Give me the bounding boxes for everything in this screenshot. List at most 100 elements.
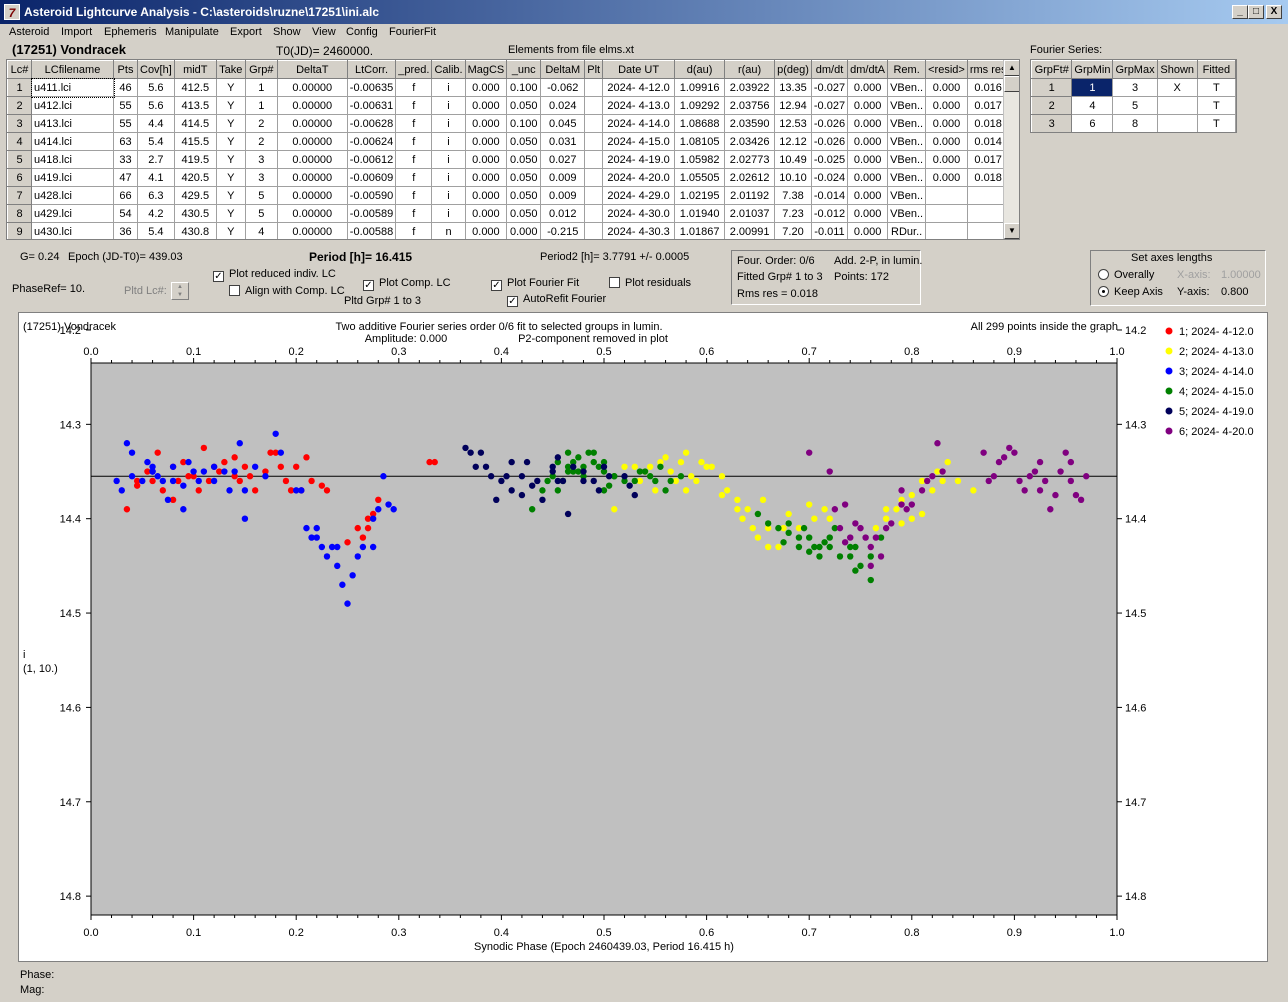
- table-cell[interactable]: [925, 222, 968, 239]
- lc-column-header[interactable]: Plt: [584, 60, 604, 79]
- table-cell[interactable]: 33: [113, 150, 138, 169]
- table-cell[interactable]: 2: [244, 132, 278, 151]
- table-cell[interactable]: 2024- 4-14.0: [602, 114, 676, 133]
- lc-column-header[interactable]: DeltaT: [276, 60, 348, 79]
- menu-export[interactable]: Export: [230, 26, 262, 38]
- table-cell[interactable]: 13.35: [774, 78, 812, 97]
- table-cell[interactable]: 2024- 4-30.3: [602, 222, 676, 239]
- table-row[interactable]: 8 u429.lci 54 4.2 430.5 Y 5 0.00000 -0.00589 f i 0.…: [7, 204, 1010, 223]
- table-cell[interactable]: 63: [113, 132, 138, 151]
- menu-show[interactable]: Show: [273, 26, 301, 38]
- table-cell[interactable]: 66: [113, 186, 138, 205]
- table-cell[interactable]: f: [395, 186, 433, 205]
- table-cell[interactable]: -0.027: [810, 96, 849, 115]
- table-cell[interactable]: 0.050: [506, 168, 542, 187]
- lc-column-header[interactable]: Pts: [113, 60, 138, 79]
- fourier-column-header[interactable]: GrpFt#: [1031, 60, 1073, 79]
- table-cell[interactable]: 5.4: [137, 132, 175, 151]
- fourier-cell[interactable]: 6: [1071, 114, 1114, 132]
- lightcurve-plot[interactable]: (17251) Vondracek Two additive Fourier s…: [19, 231, 1267, 961]
- lc-column-header[interactable]: _pred.: [395, 60, 433, 79]
- lc-column-header[interactable]: p(deg): [774, 60, 812, 79]
- lc-column-header[interactable]: r(au): [724, 60, 776, 79]
- table-cell[interactable]: VBen..: [887, 168, 927, 187]
- table-cell[interactable]: 2024- 4-20.0: [602, 168, 676, 187]
- table-cell[interactable]: 0.000: [464, 96, 508, 115]
- table-cell[interactable]: -0.062: [540, 78, 586, 97]
- table-cell[interactable]: u429.lci: [31, 204, 114, 223]
- table-cell[interactable]: Y: [215, 222, 246, 239]
- fourier-cell[interactable]: T: [1196, 78, 1236, 97]
- table-cell[interactable]: 5.4: [137, 222, 175, 239]
- table-row[interactable]: 2 u412.lci 55 5.6 413.5 Y 1 0.00000 -0.00631 f i 0.…: [7, 96, 1010, 115]
- lc-column-header[interactable]: Calib.: [431, 60, 466, 79]
- table-cell[interactable]: VBen..: [887, 150, 927, 169]
- table-cell[interactable]: 0.100: [506, 114, 542, 133]
- table-cell[interactable]: 2: [244, 114, 278, 133]
- fourier-cell[interactable]: 8: [1112, 114, 1158, 132]
- table-cell[interactable]: 0.016: [966, 78, 1010, 97]
- table-cell[interactable]: VBen..: [887, 96, 927, 115]
- table-cell[interactable]: -0.026: [810, 132, 849, 151]
- lc-column-header[interactable]: Grp#: [244, 60, 278, 79]
- close-button[interactable]: X: [1266, 5, 1282, 19]
- fourier-column-header[interactable]: GrpMax: [1112, 60, 1158, 79]
- table-cell[interactable]: 1.05982: [674, 150, 726, 169]
- table-cell[interactable]: 0.050: [506, 132, 542, 151]
- table-cell[interactable]: i: [431, 168, 466, 187]
- table-cell[interactable]: 0.000: [464, 150, 508, 169]
- fourier-cell[interactable]: X: [1156, 78, 1198, 97]
- table-cell[interactable]: u418.lci: [31, 150, 114, 169]
- table-cell[interactable]: 0.012: [540, 204, 586, 223]
- table-cell[interactable]: 3: [244, 168, 278, 187]
- fourier-column-header[interactable]: Shown: [1156, 60, 1198, 79]
- table-cell[interactable]: u413.lci: [31, 114, 114, 133]
- table-cell[interactable]: [584, 204, 604, 223]
- table-cell[interactable]: Y: [215, 78, 246, 97]
- table-cell[interactable]: 10.10: [774, 168, 812, 187]
- table-cell[interactable]: 2.7: [137, 150, 175, 169]
- menu-config[interactable]: Config: [346, 26, 378, 38]
- table-cell[interactable]: -0.00612: [346, 150, 397, 169]
- table-cell[interactable]: 55: [113, 96, 138, 115]
- overally-radio[interactable]: Overally: [1098, 269, 1154, 281]
- table-cell[interactable]: Y: [215, 132, 246, 151]
- table-cell[interactable]: 46: [113, 78, 138, 97]
- table-cell[interactable]: 0.031: [540, 132, 586, 151]
- table-cell[interactable]: 0.00000: [276, 150, 348, 169]
- table-cell[interactable]: 47: [113, 168, 138, 187]
- table-cell[interactable]: 0.050: [506, 150, 542, 169]
- maximize-button[interactable]: □: [1248, 5, 1264, 19]
- autorefit-check-icon[interactable]: ✓: [507, 296, 518, 307]
- table-cell[interactable]: 430.8: [173, 222, 217, 239]
- table-row[interactable]: 5 u418.lci 33 2.7 419.5 Y 3 0.00000 -0.00612 f i 0.…: [7, 150, 1010, 169]
- lc-column-header[interactable]: <resid>: [925, 60, 968, 79]
- plot-reduced-check-icon[interactable]: ✓: [213, 271, 224, 282]
- table-cell[interactable]: 2.02773: [724, 150, 776, 169]
- table-cell[interactable]: -0.00624: [346, 132, 397, 151]
- table-cell[interactable]: 1.09292: [674, 96, 726, 115]
- table-cell[interactable]: 0.000: [847, 96, 889, 115]
- table-cell[interactable]: 2.03756: [724, 96, 776, 115]
- table-cell[interactable]: 0.00000: [276, 114, 348, 133]
- lc-column-header[interactable]: _unc: [506, 60, 542, 79]
- table-cell[interactable]: 2024- 4-15.0: [602, 132, 676, 151]
- table-cell[interactable]: 415.5: [173, 132, 217, 151]
- table-cell[interactable]: u411.lci: [30, 77, 115, 98]
- table-cell[interactable]: u412.lci: [31, 96, 114, 115]
- table-cell[interactable]: [584, 168, 604, 187]
- table-cell[interactable]: 4.2: [137, 204, 175, 223]
- table-cell[interactable]: [584, 150, 604, 169]
- lc-column-header[interactable]: Take: [215, 60, 246, 79]
- table-cell[interactable]: -0.215: [540, 222, 586, 239]
- menu-ephemeris[interactable]: Ephemeris: [104, 26, 157, 38]
- row-number-cell[interactable]: 1: [7, 78, 32, 97]
- fourier-row-number[interactable]: 3: [1031, 114, 1073, 132]
- pltd-lc-spinner[interactable]: ▲ ▼: [171, 282, 189, 300]
- table-cell[interactable]: f: [395, 168, 433, 187]
- table-cell[interactable]: 12.12: [774, 132, 812, 151]
- row-number-cell[interactable]: 7: [7, 186, 32, 205]
